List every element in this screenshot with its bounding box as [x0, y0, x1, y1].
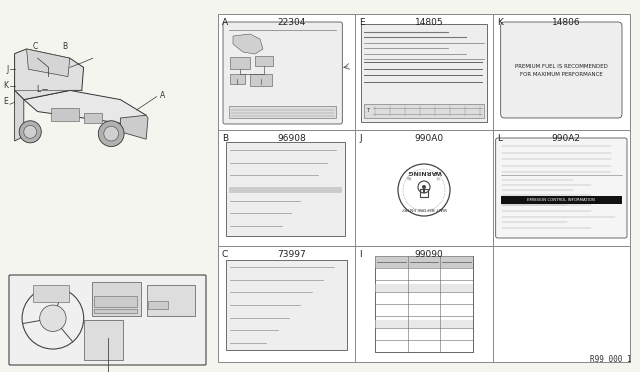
- Polygon shape: [24, 90, 146, 125]
- Text: A: A: [222, 18, 228, 27]
- Bar: [229, 106, 337, 118]
- Text: C: C: [32, 42, 38, 51]
- Bar: [94, 296, 137, 307]
- Text: A: A: [160, 90, 165, 99]
- Bar: [226, 260, 348, 350]
- Bar: [94, 308, 137, 313]
- Text: WARNING: WARNING: [406, 170, 442, 174]
- Bar: [84, 320, 123, 360]
- Text: R99 000 1: R99 000 1: [590, 355, 632, 364]
- Text: K: K: [497, 18, 502, 27]
- Bar: [362, 24, 486, 122]
- Text: 14806: 14806: [552, 18, 580, 27]
- Text: 96908: 96908: [277, 134, 306, 143]
- FancyBboxPatch shape: [223, 22, 342, 124]
- Bar: [230, 74, 245, 84]
- Bar: [375, 256, 473, 352]
- Bar: [255, 56, 273, 66]
- Text: E: E: [3, 97, 8, 106]
- Bar: [230, 57, 250, 69]
- Text: J: J: [6, 65, 8, 74]
- Text: 990A2: 990A2: [552, 134, 581, 143]
- Bar: [229, 187, 342, 193]
- Text: C: C: [222, 250, 228, 259]
- Bar: [493, 14, 630, 130]
- Text: 22304: 22304: [278, 18, 306, 27]
- Circle shape: [40, 305, 66, 331]
- Bar: [218, 130, 355, 246]
- Text: WAIT BEFORE ENTRY: WAIT BEFORE ENTRY: [401, 206, 447, 210]
- Circle shape: [99, 121, 124, 147]
- FancyArrow shape: [423, 189, 425, 193]
- Text: PREMIUM FUEL IS RECOMMENDED: PREMIUM FUEL IS RECOMMENDED: [515, 64, 608, 68]
- Circle shape: [398, 164, 450, 216]
- Text: FOR MAXIMUM PERFORMANCE: FOR MAXIMUM PERFORMANCE: [520, 71, 603, 77]
- Polygon shape: [233, 34, 263, 54]
- Bar: [33, 285, 68, 302]
- Bar: [148, 301, 168, 310]
- Bar: [500, 196, 622, 203]
- Bar: [355, 14, 493, 130]
- Bar: [355, 246, 493, 362]
- Text: J: J: [359, 134, 362, 143]
- Text: T: T: [366, 109, 369, 113]
- Text: EMISSION CONTROL INFORMATION: EMISSION CONTROL INFORMATION: [527, 198, 595, 202]
- Bar: [493, 130, 630, 246]
- Text: W: W: [408, 174, 413, 179]
- Bar: [375, 256, 473, 268]
- Text: 73997: 73997: [277, 250, 306, 259]
- Bar: [355, 130, 493, 246]
- Text: B: B: [222, 134, 228, 143]
- Bar: [92, 282, 141, 315]
- Circle shape: [104, 126, 118, 141]
- Polygon shape: [15, 49, 84, 100]
- Text: 990A0: 990A0: [415, 134, 444, 143]
- Bar: [218, 246, 355, 362]
- Text: B: B: [63, 42, 68, 51]
- Bar: [375, 320, 473, 328]
- FancyBboxPatch shape: [495, 138, 627, 238]
- Bar: [218, 14, 355, 130]
- Polygon shape: [27, 49, 70, 77]
- Bar: [493, 246, 630, 362]
- Bar: [375, 283, 473, 292]
- Polygon shape: [15, 90, 24, 141]
- Bar: [147, 285, 195, 315]
- Text: 99090: 99090: [415, 250, 444, 259]
- FancyBboxPatch shape: [9, 275, 206, 365]
- Bar: [226, 142, 346, 236]
- Text: L: L: [36, 85, 40, 94]
- Bar: [364, 104, 484, 118]
- Bar: [250, 74, 272, 86]
- FancyBboxPatch shape: [500, 22, 622, 118]
- Text: G: G: [436, 174, 440, 179]
- Bar: [420, 189, 428, 197]
- Bar: [84, 113, 102, 123]
- Text: E: E: [359, 18, 365, 27]
- Bar: [51, 108, 79, 121]
- Text: K: K: [3, 81, 8, 90]
- Text: 14805: 14805: [415, 18, 444, 27]
- Circle shape: [422, 185, 426, 189]
- Polygon shape: [120, 115, 148, 139]
- Circle shape: [24, 125, 36, 138]
- Text: L: L: [497, 134, 502, 143]
- Text: I: I: [359, 250, 362, 259]
- Circle shape: [19, 121, 41, 143]
